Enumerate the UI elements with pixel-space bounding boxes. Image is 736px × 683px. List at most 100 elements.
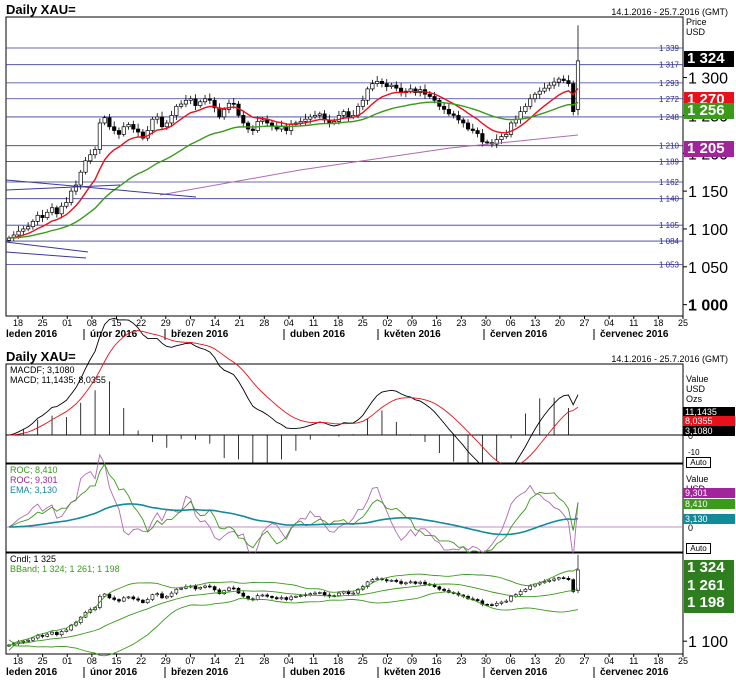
candle-body [437, 99, 442, 107]
candle-body [241, 592, 246, 597]
candle-body [446, 108, 451, 115]
candle-body [222, 108, 227, 118]
x-day-label: 09 [407, 656, 417, 666]
candle-body [183, 99, 188, 105]
candle-body [193, 98, 198, 106]
x-day-label: 18 [653, 656, 663, 666]
level-label: 1 248 [659, 113, 680, 122]
bband-candles [7, 554, 580, 647]
x-day-label: 25 [358, 656, 368, 666]
candle-body [566, 80, 571, 84]
candle-body [40, 214, 45, 218]
candle-body [389, 579, 394, 582]
x-month-label: březen 2016 [171, 667, 229, 678]
ema-fast-line [8, 88, 579, 239]
candle-body [7, 644, 11, 647]
x-day-label: 09 [407, 318, 417, 328]
candle-body [202, 98, 208, 103]
macd-legend: MACDF; 3,1080 [10, 365, 75, 375]
candle-body [576, 569, 580, 591]
candle-body [21, 228, 26, 232]
candle-body [121, 597, 126, 602]
candle-body [532, 93, 538, 100]
x-day-label: 08 [87, 318, 97, 328]
indicator-tag: 8,0355 [683, 416, 735, 426]
indicator-tag: 8,410 [683, 499, 735, 509]
x-day-label: 16 [432, 318, 442, 328]
candle-body [523, 588, 528, 592]
roc-ema-line [8, 503, 579, 536]
price-axis-label: 1 050 [688, 260, 728, 277]
candle-body [303, 118, 308, 122]
bband-tag: 1 261 [684, 578, 734, 596]
candle-body [312, 115, 318, 118]
x-day-label: 22 [136, 318, 146, 328]
candle-body [212, 586, 217, 591]
x-day-label: 06 [506, 656, 516, 666]
candle-body [504, 133, 509, 137]
x-day-label: 30 [481, 656, 491, 666]
candle-body [375, 80, 380, 84]
candle-body [136, 598, 140, 601]
candle-body [432, 96, 437, 101]
candle-body [317, 592, 322, 594]
candle-body [370, 579, 375, 583]
macd-axis-header: Value USD Ozs [686, 374, 708, 404]
x-month-label: duben 2016 [290, 329, 345, 340]
candle-body [432, 584, 437, 587]
level-label: 1 140 [659, 195, 680, 204]
candle-body [375, 578, 379, 580]
x-day-label: 15 [112, 318, 122, 328]
candle-body [131, 124, 136, 130]
indicator-tag: 9,301 [683, 488, 735, 498]
macd-auto-button[interactable]: Auto [686, 457, 711, 468]
candle-body [351, 592, 356, 595]
x-day-label: 07 [185, 318, 195, 328]
x-day-label: 01 [62, 656, 72, 666]
indicator-tag: 3,130 [683, 514, 735, 524]
candle-body [241, 115, 246, 124]
x-day-label: 04 [284, 656, 294, 666]
candle-body [413, 88, 418, 94]
candle-body [313, 592, 317, 595]
candle-body [141, 599, 145, 603]
x-month-label: duben 2016 [290, 667, 345, 678]
candle-body [160, 593, 164, 599]
x-day-label: 28 [259, 656, 269, 666]
candle-body [145, 599, 150, 603]
x-month-label: leden 2016 [6, 667, 58, 678]
x-day-label: 08 [87, 656, 97, 666]
candle-body [442, 105, 447, 110]
bband-tag: 1 198 [684, 595, 734, 613]
candle-body [408, 581, 413, 584]
x-day-label: 23 [456, 656, 466, 666]
candle-body [556, 78, 561, 83]
x-day-label: 30 [481, 318, 491, 328]
candle-body [509, 122, 514, 135]
candle-body [499, 136, 504, 140]
axis-header-usd: USD [686, 27, 706, 37]
candle-body [475, 599, 480, 602]
candle-body [49, 207, 55, 213]
candle-body [494, 139, 499, 145]
candle-body [394, 84, 399, 89]
roc-legend: EMA; 3,130 [10, 485, 57, 495]
candle-body [465, 122, 471, 130]
x-day-label: 25 [358, 318, 368, 328]
roc-auto-button[interactable]: Auto [686, 543, 711, 554]
candle-body [116, 130, 122, 135]
candle-body [490, 604, 494, 606]
candle-body [150, 118, 155, 131]
candle-body [260, 594, 265, 597]
x-month-label: červenec 2016 [600, 329, 669, 340]
candle-body [107, 593, 112, 599]
x-day-label: 21 [235, 318, 245, 328]
candle-body [485, 141, 490, 144]
x-day-label: 13 [530, 656, 540, 666]
price-axis-label: 1 000 [688, 298, 728, 315]
x-day-label: 21 [235, 656, 245, 666]
candle-body [212, 99, 217, 109]
candle-body [337, 592, 341, 596]
candle-body [198, 101, 203, 106]
bband-legend: BBand; 1 324; 1 261; 1 198 [10, 564, 120, 574]
